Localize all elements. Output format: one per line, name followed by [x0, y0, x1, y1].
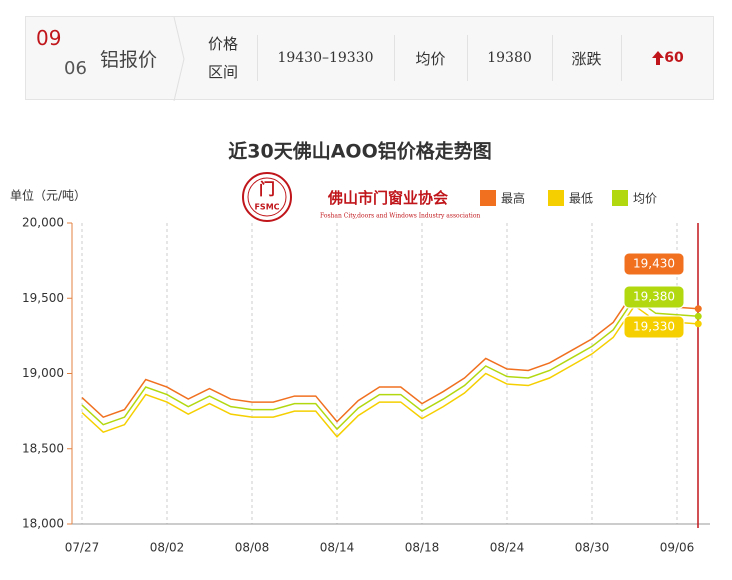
chart-title: 近30天佛山AOO铝价格走势图 — [228, 140, 491, 163]
price-header: 09 06 铝报价 价格区间 19430–19330 均价 19380 涨跌 6… — [25, 16, 715, 101]
x-tick-label: 08/14 — [320, 541, 355, 555]
month: 09 — [36, 26, 62, 50]
chevron — [173, 17, 185, 101]
legend-label: 最低 — [569, 192, 593, 206]
up-arrow — [652, 51, 665, 65]
change-label: 涨跌 — [571, 49, 602, 68]
y-tick-label: 18,500 — [22, 441, 64, 455]
x-tick-label: 08/08 — [235, 541, 270, 555]
divider — [394, 35, 395, 81]
series-line — [81, 304, 699, 438]
divider — [552, 35, 553, 81]
legend-swatch — [548, 190, 564, 206]
y-tick-label: 20,000 — [22, 216, 64, 230]
logo-ring — [247, 177, 287, 217]
divider — [621, 35, 622, 81]
change: 60 — [621, 17, 715, 99]
range-label: 价格 区间 — [196, 17, 250, 99]
logo-abbr: FSMC — [254, 203, 279, 212]
y-tick-label: 18,000 — [22, 517, 64, 531]
range: 19430–19330 — [277, 50, 374, 66]
range-label-line: 价格 — [207, 35, 238, 53]
change-value: 60 — [664, 50, 684, 66]
series-line — [81, 297, 699, 431]
tooltip-label: 19,430 — [633, 257, 675, 271]
legend-swatch — [612, 190, 628, 206]
x-tick-label: 07/27 — [65, 541, 100, 555]
x-tick-label: 08/24 — [490, 541, 525, 555]
tooltip-label: 19,380 — [633, 290, 675, 304]
chart: 近30天佛山AOO铝价格走势图 单位（元/吨） 门 FSMC 佛山市门窗业协会 … — [10, 140, 710, 555]
tooltip-label: 19,330 — [633, 320, 675, 334]
y-axis-label: 单位（元/吨） — [10, 188, 86, 203]
logo-ring — [242, 172, 292, 222]
y-tick-label: 19,500 — [22, 291, 64, 305]
range-label-line: 区间 — [207, 63, 238, 81]
y-tick-label: 19,000 — [22, 366, 64, 380]
divider — [257, 35, 258, 81]
tooltip-box — [623, 315, 685, 339]
series-line — [81, 289, 699, 423]
tooltip-box — [623, 252, 685, 276]
product: 铝报价 — [100, 48, 158, 71]
x-tick-label: 08/30 — [575, 541, 610, 555]
point — [694, 320, 702, 328]
legend-label: 最高 — [501, 191, 525, 206]
logo-glyph: 门 — [259, 180, 275, 199]
legend-label: 均价 — [633, 192, 657, 206]
legend-swatch — [480, 190, 496, 206]
x-tick-label: 08/02 — [150, 541, 185, 555]
x-tick-label: 09/06 — [660, 541, 695, 555]
point — [694, 312, 702, 320]
avg: 19380 — [487, 50, 532, 66]
tooltip-box — [623, 285, 685, 309]
x-tick-label: 08/18 — [405, 541, 440, 555]
logo-cn: 佛山市门窗业协会 — [327, 189, 448, 207]
divider — [467, 35, 468, 81]
avg-label: 均价 — [415, 49, 446, 68]
point — [694, 305, 702, 313]
logo-en: Foshan City,doors and Windows Industry a… — [320, 213, 480, 220]
day: 06 — [64, 57, 87, 79]
